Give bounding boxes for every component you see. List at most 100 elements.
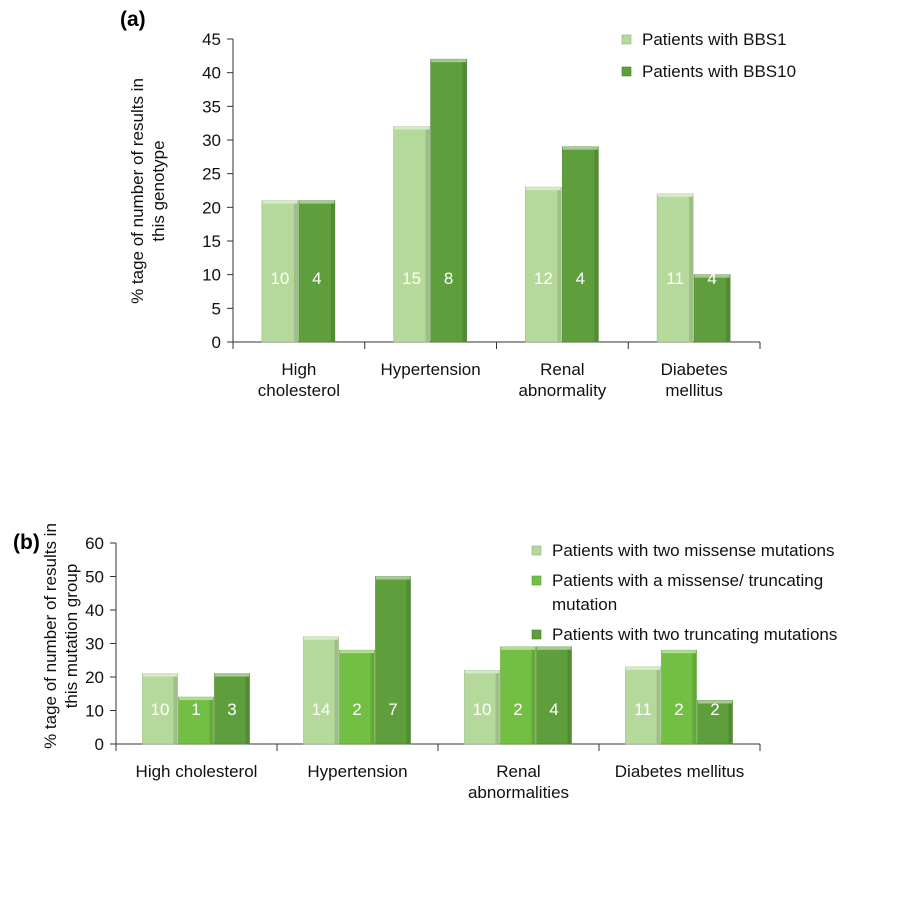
bar-top-highlight xyxy=(525,187,561,191)
data-label: 10 xyxy=(151,700,170,719)
bar-top-highlight xyxy=(215,673,249,677)
legend-swatch xyxy=(531,575,542,586)
legend: Patients with two missense mutations Pati… xyxy=(531,541,837,644)
legend-entry: Patients with two truncating mutations xyxy=(552,625,837,644)
bar-side-shade xyxy=(173,676,178,744)
bar-2-cat-4 xyxy=(661,649,697,745)
legend-entry: mutation xyxy=(552,595,617,614)
y-tick-label: 0 xyxy=(95,735,104,754)
bar-2-cat-1 xyxy=(298,200,336,343)
bar-side-shade xyxy=(462,62,467,342)
chart-panel-b: (b)% tage of number of results in this mu… xyxy=(13,523,837,802)
bar-2-cat-4 xyxy=(693,274,731,343)
y-tick-label: 15 xyxy=(202,232,221,251)
bar-side-shade xyxy=(656,669,661,744)
bar-3-cat-1 xyxy=(214,673,250,745)
bar-3-cat-3 xyxy=(536,646,572,745)
bar-top-highlight xyxy=(694,274,730,278)
legend-swatch xyxy=(621,66,632,77)
bar-side-shade xyxy=(689,196,694,342)
data-label: 2 xyxy=(710,700,719,719)
data-label: 4 xyxy=(549,700,558,719)
legend-swatch xyxy=(621,34,632,45)
legend-swatch xyxy=(531,629,542,640)
x-category-label: mellitus xyxy=(665,381,723,400)
y-tick-label: 10 xyxy=(85,702,104,721)
data-label: 7 xyxy=(388,700,397,719)
y-axis-title: this genotype xyxy=(149,140,168,241)
bar-top-highlight xyxy=(262,200,298,204)
y-tick-label: 40 xyxy=(202,64,221,83)
panel-label: (b) xyxy=(13,531,40,554)
bar-1-cat-4 xyxy=(656,193,694,343)
x-category-label: Renal xyxy=(496,762,540,781)
y-tick-label: 40 xyxy=(85,601,104,620)
bar-top-highlight xyxy=(626,666,660,670)
bar-side-shade xyxy=(728,703,733,744)
y-tick-label: 20 xyxy=(202,198,221,217)
y-tick-label: 0 xyxy=(212,333,221,352)
x-category-label: Hypertension xyxy=(307,762,407,781)
legend-entry: Patients with BBS10 xyxy=(642,62,796,81)
x-category-label: abnormality xyxy=(518,381,606,400)
y-tick-label: 25 xyxy=(202,165,221,184)
bar-1-cat-2 xyxy=(303,636,339,745)
data-label: 1 xyxy=(191,700,200,719)
legend: Patients with BBS1 Patients with BBS10 xyxy=(621,30,796,81)
data-label: 2 xyxy=(352,700,361,719)
bar-side-shade xyxy=(293,203,298,342)
data-label: 3 xyxy=(227,700,236,719)
x-category-label: High xyxy=(281,360,316,379)
data-label: 12 xyxy=(534,269,553,288)
bar-top-highlight xyxy=(501,646,535,650)
x-category-label: Renal xyxy=(540,360,584,379)
bar-side-shade xyxy=(567,649,572,744)
bar-side-shade xyxy=(557,190,562,342)
bar-top-highlight xyxy=(465,670,499,674)
y-tick-label: 30 xyxy=(202,131,221,150)
x-category-label: Diabetes mellitus xyxy=(615,762,744,781)
bar-top-highlight xyxy=(698,700,732,704)
bar-2-cat-3 xyxy=(562,146,599,343)
data-label: 10 xyxy=(473,700,492,719)
x-category-label: abnormalities xyxy=(468,783,569,802)
bar-side-shade xyxy=(425,129,430,342)
bar-top-highlight xyxy=(562,146,598,150)
x-category-label: cholesterol xyxy=(258,381,340,400)
y-tick-label: 60 xyxy=(85,534,104,553)
bar-side-shade xyxy=(495,673,500,744)
bar-top-highlight xyxy=(179,697,213,701)
bar-top-highlight xyxy=(662,650,696,654)
bar-2-cat-3 xyxy=(500,646,536,745)
y-tick-label: 50 xyxy=(85,568,104,587)
data-label: 10 xyxy=(270,269,289,288)
bar-side-shade xyxy=(209,700,214,744)
bar-top-highlight xyxy=(299,200,335,204)
y-axis-title: this mutation group xyxy=(62,564,81,709)
y-axis-title: % tage of number of results in xyxy=(41,523,60,749)
y-axis-title: % tage of number of results in xyxy=(128,78,147,304)
x-category-label: High cholesterol xyxy=(136,762,258,781)
legend-swatch xyxy=(531,545,542,556)
bar-side-shade xyxy=(531,649,536,744)
data-label: 14 xyxy=(312,700,331,719)
bar-top-highlight xyxy=(143,673,177,677)
bar-top-highlight xyxy=(376,576,410,580)
y-tick-label: 20 xyxy=(85,668,104,687)
bar-top-highlight xyxy=(537,646,571,650)
data-label: 4 xyxy=(707,269,716,288)
bar-1-cat-2 xyxy=(393,126,430,343)
chart-panel-a: (a) % tage of number of results in this ge… xyxy=(120,8,796,400)
bar-side-shade xyxy=(594,149,599,342)
data-label: 2 xyxy=(513,700,522,719)
bar-1-cat-1 xyxy=(261,200,299,343)
data-label: 4 xyxy=(576,269,585,288)
data-label: 8 xyxy=(444,269,453,288)
bar-side-shade xyxy=(330,203,335,342)
bar-2-cat-2 xyxy=(339,649,375,745)
legend-entry: Patients with BBS1 xyxy=(642,30,787,49)
data-label: 15 xyxy=(402,269,421,288)
bar-top-highlight xyxy=(304,636,338,640)
bar-2-cat-2 xyxy=(430,58,467,343)
